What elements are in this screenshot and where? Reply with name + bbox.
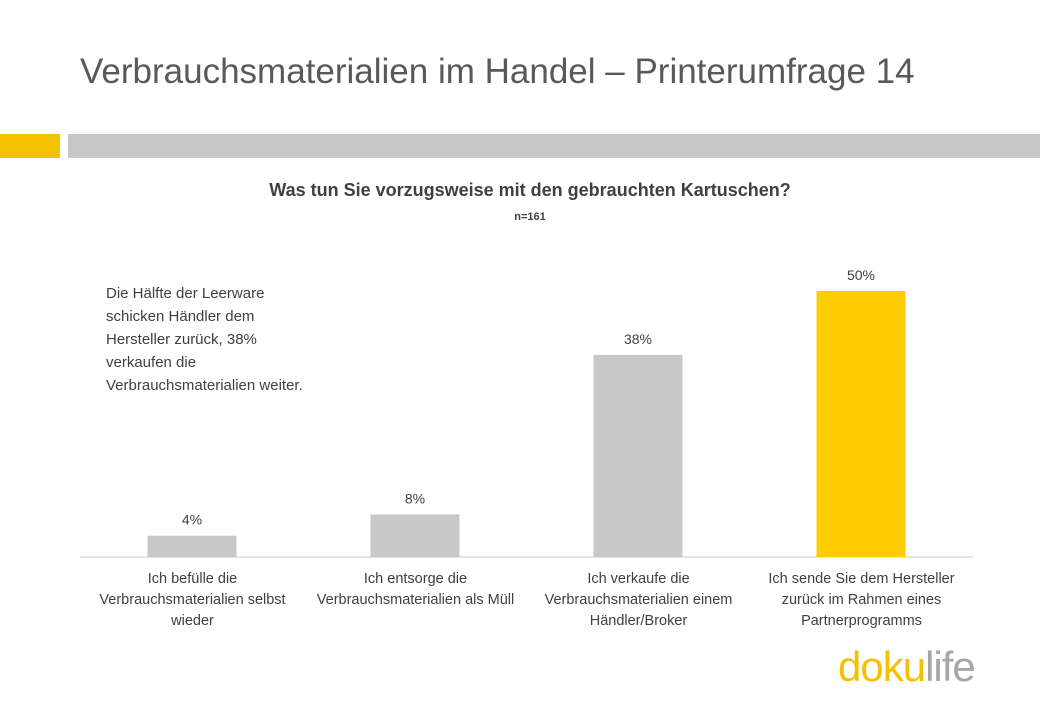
data-label-refill: 4% <box>182 512 202 528</box>
data-label-return: 50% <box>847 267 875 283</box>
bar-refill <box>147 535 237 557</box>
logo-part-3: life <box>925 643 976 690</box>
chart-subtitle: n=161 <box>514 211 546 223</box>
title-rule-bar <box>68 134 1040 158</box>
logo-part-1: do <box>838 643 884 690</box>
category-label-refill: Ich befülle die Verbrauchsmaterialien se… <box>99 571 286 629</box>
category-label-return: Ich sende Sie dem Hersteller zurück im R… <box>768 571 955 629</box>
title-rule-accent <box>0 134 60 158</box>
data-label-sell: 38% <box>624 331 652 347</box>
chart-title: Was tun Sie vorzugsweise mit den gebrauc… <box>269 180 791 200</box>
logo-part-2: ku <box>882 643 926 690</box>
category-label-sell: Ich verkaufe die Verbrauchsmaterialien e… <box>544 571 733 629</box>
dokulife-logo: dokulife <box>838 643 976 690</box>
data-label-dispose: 8% <box>405 490 425 506</box>
chart-annotation: Die Hälfte der Leerware schicken Händler… <box>106 285 303 394</box>
bar-sell <box>593 354 683 557</box>
bar-return <box>816 291 906 557</box>
category-label-dispose: Ich entsorge die Verbrauchsmaterialien a… <box>316 571 515 608</box>
slide-title: Verbrauchsmaterialien im Handel – Printe… <box>80 52 915 91</box>
bar-dispose <box>370 514 460 557</box>
